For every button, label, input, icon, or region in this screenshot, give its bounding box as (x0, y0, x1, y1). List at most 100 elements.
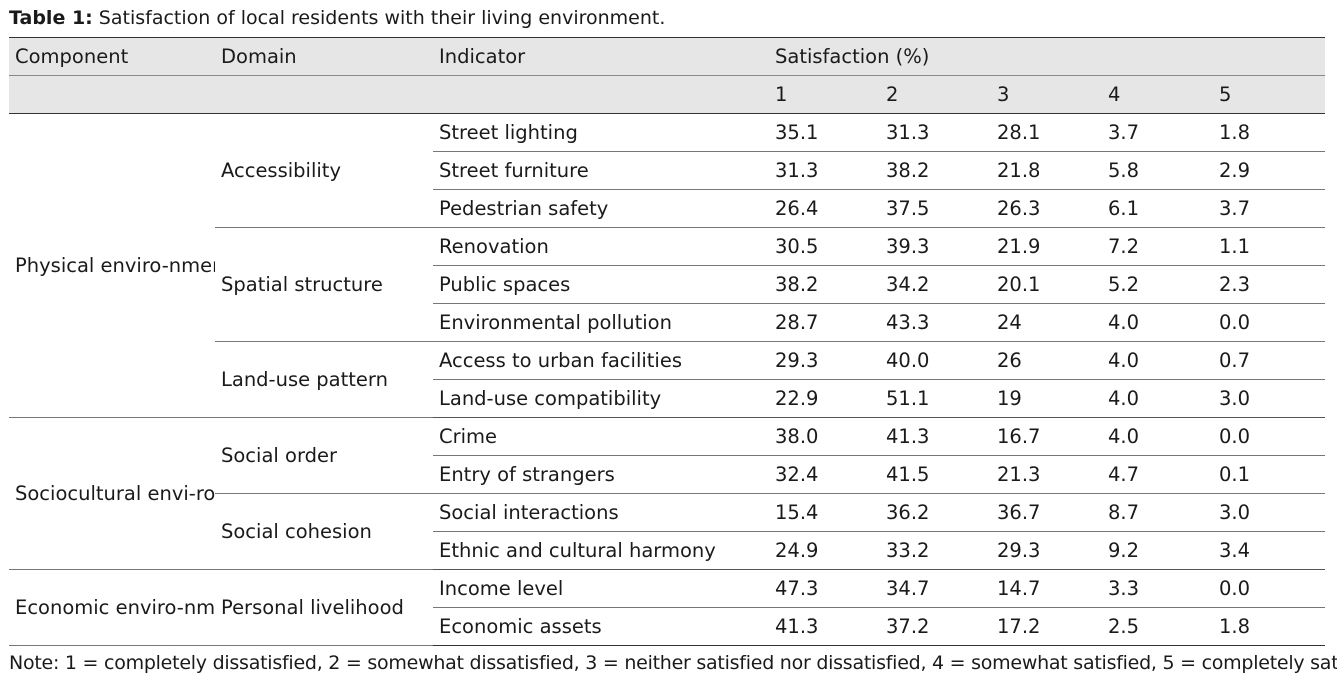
indicator-cell: Street lighting (439, 121, 578, 144)
table-body: Physical enviro-nment Accessibility Street… (9, 113, 1325, 646)
value-cell: 3.0 (1213, 379, 1325, 418)
table-row: Economic assets 41.3 37.2 17.2 2.5 1.8 (9, 607, 1325, 646)
value-cell: 5.8 (1102, 151, 1213, 190)
value-cell: 17.2 (991, 607, 1102, 646)
value-cell: 3.0 (1213, 493, 1325, 532)
indicator-cell: Income level (433, 569, 769, 608)
value-cell: 3.4 (1213, 531, 1325, 570)
table-row: Sociocultural envi-ronmentSocial orderCr… (9, 417, 1325, 570)
indicator-cell: Entry of strangers (433, 455, 769, 494)
value-cell: 31.3 (769, 151, 880, 190)
domain-cell: Spatial structure (215, 227, 433, 342)
domain-cell: Personal livelihood (215, 569, 433, 646)
domain-cell: Social cohesion (215, 493, 433, 570)
value-cell: 21.8 (991, 151, 1102, 190)
satisfaction-table: Component Domain Indicator Satisfaction … (9, 37, 1325, 646)
value-cell: 29.3 (769, 341, 880, 380)
value-cell: 24 (991, 303, 1102, 342)
table-row: Environmental pollution 28.7 43.3 24 4.0 0.0 (9, 303, 1325, 342)
value-cell: 38.0 (769, 417, 880, 456)
value-cell: 38.2 (880, 151, 991, 190)
table-row: Street furniture 31.3 38.2 21.8 5.8 2.9 (9, 151, 1325, 190)
table-row: Economic enviro-nmentPersonal livelihood… (9, 569, 1325, 646)
header-level: 1 (769, 75, 880, 114)
header-row: Component Domain Indicator Satisfaction … (9, 37, 1325, 76)
value-cell: 34.2 (880, 265, 991, 304)
indicator-cell: Social interactions (433, 493, 769, 532)
value-cell: 21.9 (991, 227, 1102, 266)
domain-cell: Social order (215, 417, 433, 494)
value-cell: 0.0 (1213, 303, 1325, 342)
value-cell: 1.1 (1213, 227, 1325, 266)
value-cell: 22.9 (769, 379, 880, 418)
table-caption-label: Table 1: (9, 7, 93, 29)
component-cell: Physical enviro-nment (9, 113, 215, 418)
header-levels-row: 1 2 3 4 5 (9, 75, 1325, 114)
table-note: Note: 1 = completely dissatisfied, 2 = s… (9, 652, 1337, 674)
value-cell: 9.2 (1102, 531, 1213, 570)
value-cell: 15.4 (769, 493, 880, 532)
header-indicator: Indicator (433, 37, 769, 76)
value-cell: 30.5 (769, 227, 880, 266)
value-cell: 1.8 (1219, 121, 1251, 144)
indicator-cell: Ethnic and cultural harmony (433, 531, 769, 570)
value-cell: 35.1 (775, 121, 819, 144)
value-cell: 4.0 (1102, 341, 1213, 380)
value-cell: 3.7 (1213, 189, 1325, 228)
value-cell: 36.2 (880, 493, 991, 532)
value-cell: 0.0 (1213, 417, 1325, 456)
table-caption-text: Satisfaction of local residents with the… (92, 7, 666, 29)
value-cell: 0.1 (1213, 455, 1325, 494)
value-cell: 1.8 (1213, 607, 1325, 646)
indicator-cell: Renovation (433, 227, 769, 266)
table-row: Physical enviro-nment Accessibility Street… (9, 113, 1325, 418)
value-cell: 36.7 (991, 493, 1102, 532)
value-cell: 31.3 (886, 121, 930, 144)
value-cell: 39.3 (880, 227, 991, 266)
table-row: Spatial structure Renovation 30.5 39.3 21.9 7… (9, 227, 1325, 342)
value-cell: 47.3 (769, 569, 880, 608)
indicator-cell: Public spaces (433, 265, 769, 304)
header-domain: Domain (215, 37, 433, 76)
value-cell: 28.1 (997, 121, 1041, 144)
value-cell: 28.7 (769, 303, 880, 342)
header-level: 4 (1102, 75, 1213, 114)
header-level: 5 (1213, 75, 1325, 114)
value-cell: 41.5 (880, 455, 991, 494)
table-caption: Table 1: Satisfaction of local residents… (9, 6, 665, 30)
value-cell: 4.7 (1102, 455, 1213, 494)
value-cell: 26.3 (991, 189, 1102, 228)
value-cell: 41.3 (880, 417, 991, 456)
domain-cell: Land-use pattern (215, 341, 433, 418)
table-row: Land-use compatibility 22.9 51.1 19 4.0 3.0 (9, 379, 1325, 418)
value-cell: 41.3 (769, 607, 880, 646)
indicator-cell: Crime (433, 417, 769, 456)
value-cell: 29.3 (991, 531, 1102, 570)
value-cell: 43.3 (880, 303, 991, 342)
value-cell: 0.7 (1213, 341, 1325, 380)
value-cell: 51.1 (880, 379, 991, 418)
value-cell: 34.7 (880, 569, 991, 608)
value-cell: 4.0 (1102, 379, 1213, 418)
table-row: Public spaces 38.2 34.2 20.1 5.2 2.3 (9, 265, 1325, 304)
indicator-cell: Environmental pollution (433, 303, 769, 342)
header-level: 3 (991, 75, 1102, 114)
value-cell: 16.7 (991, 417, 1102, 456)
value-cell: 26 (991, 341, 1102, 380)
value-cell: 6.1 (1102, 189, 1213, 228)
value-cell: 2.9 (1213, 151, 1325, 190)
domain-cell: Accessibility (215, 113, 433, 228)
value-cell: 3.7 (1108, 121, 1140, 144)
component-cell: Sociocultural envi-ronment (9, 417, 215, 570)
header-component: Component (9, 37, 215, 76)
table-row: Entry of strangers 32.4 41.5 21.3 4.7 0.1 (9, 455, 1325, 494)
indicator-cell: Street furniture (433, 151, 769, 190)
value-cell: 2.5 (1102, 607, 1213, 646)
indicator-cell: Access to urban facilities (433, 341, 769, 380)
value-cell: 33.2 (880, 531, 991, 570)
value-cell: 20.1 (991, 265, 1102, 304)
value-cell: 7.2 (1102, 227, 1213, 266)
value-cell: 32.4 (769, 455, 880, 494)
value-cell: 3.3 (1102, 569, 1213, 608)
header-level: 2 (880, 75, 991, 114)
